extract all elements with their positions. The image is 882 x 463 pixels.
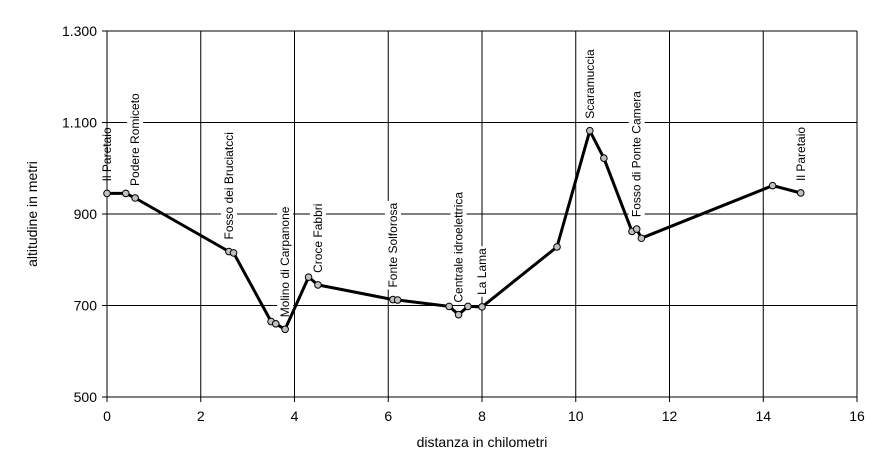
elevation-point (768, 181, 777, 190)
x-tick-label: 10 (568, 408, 584, 424)
x-tick-label: 6 (384, 408, 392, 424)
elevation-point (600, 154, 608, 162)
y-tick-label: 700 (74, 298, 98, 314)
waypoint-label-bg (450, 189, 467, 305)
waypoint-label: La Lama (474, 246, 490, 297)
waypoint-label-text: La Lama (475, 248, 489, 295)
elevation-point (445, 302, 453, 311)
waypoint-label: Fosso dei Bruciatcci (220, 130, 237, 242)
y-tick-label: 1.300 (62, 23, 97, 39)
waypoint-label: Podere Romiceto (127, 91, 144, 188)
waypoint-label-bg (277, 204, 294, 320)
elevation-point (553, 243, 561, 251)
waypoint-label: Croce Fabbri (309, 201, 326, 275)
x-tick-label: 16 (849, 408, 865, 424)
x-tick-label: 2 (197, 408, 205, 424)
elevation-point (632, 225, 641, 233)
elevation-point (121, 189, 130, 198)
elevation-series (103, 126, 805, 334)
grid-lines (107, 30, 858, 397)
elevation-point (229, 249, 238, 257)
y-tick-label: 900 (74, 206, 98, 222)
waypoint-label-text: Centrale idroelettrica (452, 192, 466, 303)
elevation-point (637, 234, 646, 243)
waypoint-label-bg (220, 130, 237, 242)
waypoint-label-bg (581, 47, 598, 121)
waypoint-label: Il Paretaio (792, 124, 809, 183)
waypoint-label: Molino di Carpanone (277, 204, 294, 320)
tick-labels: 0 2 4 6 8 10 12 14 16 500 700 900 1.100 1.300 (62, 23, 865, 424)
x-tick-label: 14 (755, 408, 771, 424)
elevation-point (271, 320, 280, 328)
waypoint-label-bg (474, 246, 490, 297)
waypoint-label-text: Podere Romiceto (128, 93, 142, 186)
waypoint-label-bg (384, 200, 401, 290)
x-axis-label: distanza in chilometri (417, 434, 548, 450)
waypoint-label-text: Fosso di Ponte Camera (630, 91, 644, 217)
waypoint-label: Scaramuccia (581, 47, 598, 121)
elevation-point (454, 310, 463, 319)
x-tick-label: 0 (103, 408, 111, 424)
waypoint-label-text: Molino di Carpanone (278, 206, 292, 317)
elevation-point (796, 189, 805, 197)
y-tick-label: 500 (74, 389, 98, 405)
elevation-point (131, 194, 139, 202)
waypoint-label-bg (127, 91, 144, 188)
waypoint-label-bg (309, 201, 326, 275)
elevation-point (103, 189, 111, 198)
x-tick-label: 8 (478, 408, 486, 424)
waypoint-label-bg (628, 89, 645, 220)
elevation-point (281, 325, 289, 334)
waypoint-label-text: Fosso dei Bruciatcci (222, 132, 236, 239)
y-tick-label: 1.100 (62, 115, 97, 131)
waypoint-label: Fosso di Ponte Camera (628, 89, 645, 220)
elevation-point (314, 281, 322, 289)
axes (102, 30, 858, 402)
waypoint-label-text: Scaramuccia (583, 49, 597, 119)
x-tick-label: 4 (291, 408, 299, 424)
elevation-point (393, 296, 402, 304)
elevation-point (478, 303, 486, 311)
elevation-point (464, 302, 472, 311)
waypoint-labels: Il Paretaio Podere Romiceto Fosso dei Bruc… (99, 47, 809, 320)
x-tick-label: 12 (662, 408, 678, 424)
waypoint-label: Fonte Solforosa (384, 200, 401, 290)
waypoint-label-bg (792, 124, 809, 183)
waypoint-label-text: Il Paretaio (794, 127, 808, 181)
elevation-point (304, 273, 313, 281)
waypoint-label-text: Fonte Solforosa (386, 203, 400, 288)
waypoint-label: Centrale idroelettrica (450, 189, 467, 305)
waypoint-label-text: Croce Fabbri (311, 204, 325, 273)
elevation-point (586, 126, 594, 135)
y-axis-label: altitudine in metri (24, 161, 40, 267)
